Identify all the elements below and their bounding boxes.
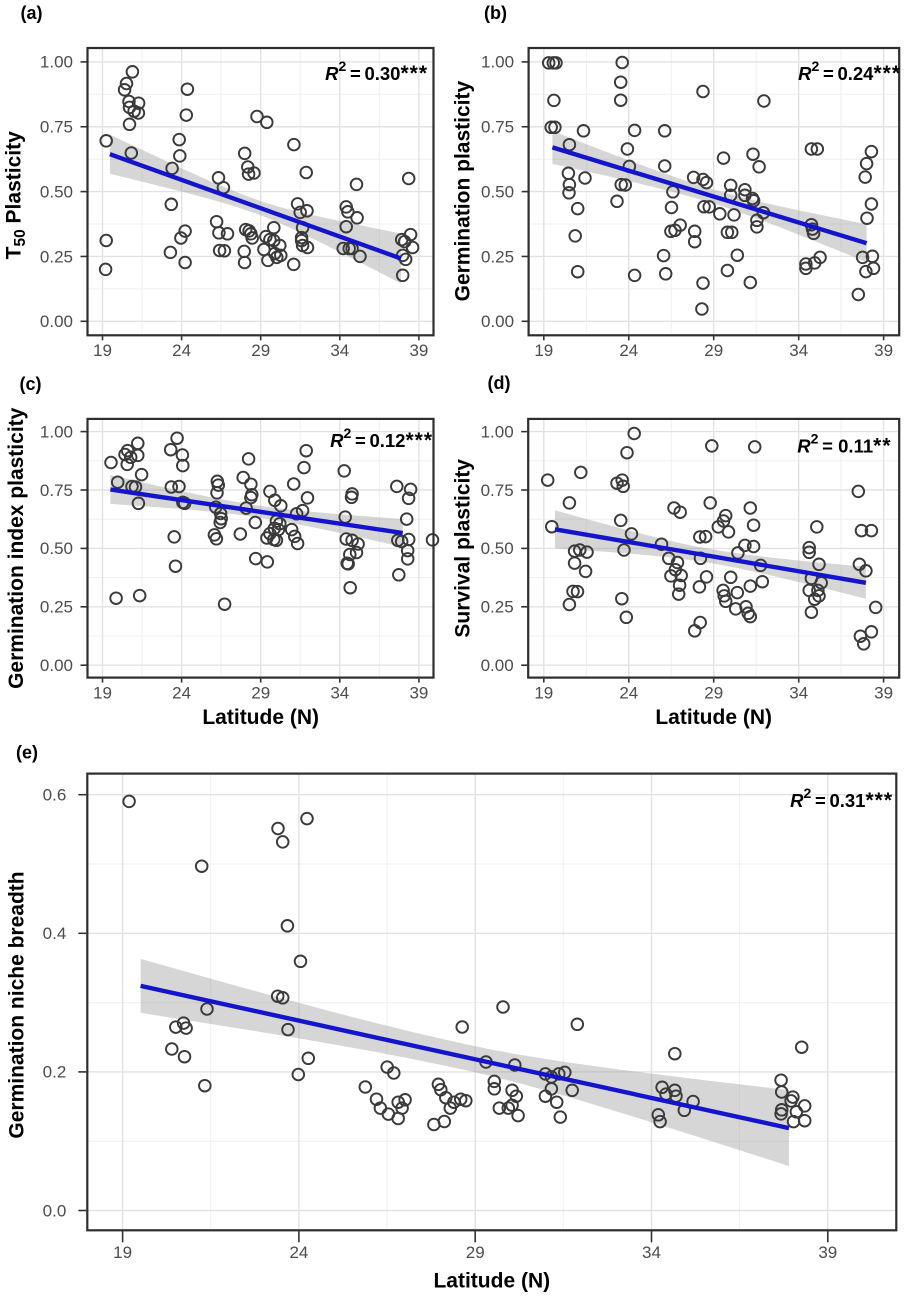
svg-text:34: 34 — [789, 341, 808, 360]
svg-text:0.00: 0.00 — [40, 656, 73, 675]
svg-text:29: 29 — [466, 1243, 485, 1262]
svg-text:(c): (c) — [20, 374, 42, 394]
svg-text:0.50: 0.50 — [40, 182, 73, 201]
svg-text:34: 34 — [789, 684, 808, 703]
svg-text:29: 29 — [251, 684, 270, 703]
svg-text:Germination index plasticity: Germination index plasticity — [5, 407, 28, 689]
svg-text:R2 = 0.12***: R2 = 0.12*** — [330, 425, 433, 452]
svg-text:0.0: 0.0 — [43, 1201, 67, 1220]
svg-text:0.4: 0.4 — [43, 924, 67, 943]
svg-text:24: 24 — [619, 341, 638, 360]
svg-text:Latitude (N): Latitude (N) — [655, 706, 772, 729]
svg-text:34: 34 — [642, 1243, 661, 1262]
svg-text:0.00: 0.00 — [40, 312, 73, 331]
svg-text:24: 24 — [289, 1243, 308, 1262]
svg-text:R2 = 0.11**: R2 = 0.11** — [797, 431, 891, 458]
svg-text:0.25: 0.25 — [40, 247, 73, 266]
svg-text:(b): (b) — [484, 3, 507, 23]
svg-text:0.50: 0.50 — [481, 182, 514, 201]
svg-text:0.25: 0.25 — [40, 598, 73, 617]
svg-text:0.50: 0.50 — [40, 539, 73, 558]
svg-text:24: 24 — [172, 684, 191, 703]
svg-text:R2 = 0.24***: R2 = 0.24*** — [798, 58, 901, 85]
svg-text:0.25: 0.25 — [481, 598, 514, 617]
svg-text:0.25: 0.25 — [481, 247, 514, 266]
svg-text:0.00: 0.00 — [481, 312, 514, 331]
svg-text:1.00: 1.00 — [481, 422, 514, 441]
svg-text:24: 24 — [619, 684, 638, 703]
svg-text:19: 19 — [534, 684, 553, 703]
svg-text:(e): (e) — [16, 743, 38, 763]
svg-text:34: 34 — [330, 341, 349, 360]
svg-text:29: 29 — [704, 341, 723, 360]
svg-text:0.6: 0.6 — [43, 786, 67, 805]
svg-text:39: 39 — [874, 341, 893, 360]
svg-text:0.2: 0.2 — [43, 1063, 67, 1082]
svg-text:R2 = 0.30***: R2 = 0.30*** — [325, 58, 428, 85]
svg-text:0.75: 0.75 — [481, 481, 514, 500]
svg-text:1.00: 1.00 — [481, 53, 514, 72]
svg-text:19: 19 — [93, 684, 112, 703]
svg-text:34: 34 — [330, 684, 349, 703]
svg-text:29: 29 — [251, 341, 270, 360]
svg-text:19: 19 — [93, 341, 112, 360]
svg-text:19: 19 — [534, 341, 553, 360]
svg-text:0.00: 0.00 — [481, 656, 514, 675]
svg-text:(d): (d) — [488, 373, 511, 393]
svg-text:(a): (a) — [21, 3, 43, 23]
svg-text:0.50: 0.50 — [481, 539, 514, 558]
svg-text:Survival plasticity: Survival plasticity — [452, 459, 475, 638]
svg-text:19: 19 — [113, 1243, 132, 1262]
svg-text:0.75: 0.75 — [40, 118, 73, 137]
svg-text:R2 = 0.31***: R2 = 0.31*** — [790, 785, 893, 812]
svg-text:1.00: 1.00 — [40, 53, 73, 72]
svg-text:24: 24 — [172, 341, 191, 360]
svg-text:Germination niche breadth: Germination niche breadth — [6, 871, 29, 1138]
svg-text:0.75: 0.75 — [40, 481, 73, 500]
svg-text:Latitude (N): Latitude (N) — [202, 706, 319, 729]
svg-text:39: 39 — [874, 684, 893, 703]
svg-text:39: 39 — [409, 684, 428, 703]
svg-text:39: 39 — [409, 341, 428, 360]
svg-text:Latitude (N): Latitude (N) — [433, 1270, 550, 1293]
svg-text:0.75: 0.75 — [481, 118, 514, 137]
svg-text:39: 39 — [818, 1243, 837, 1262]
svg-text:29: 29 — [704, 684, 723, 703]
svg-text:Germination plasticity: Germination plasticity — [452, 81, 475, 302]
svg-text:1.00: 1.00 — [40, 422, 73, 441]
